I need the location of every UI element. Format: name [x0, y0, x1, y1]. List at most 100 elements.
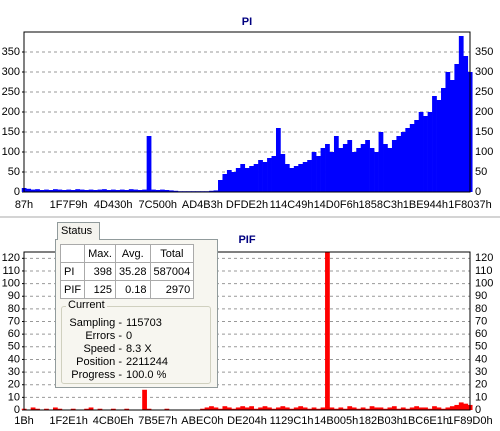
bar — [44, 189, 49, 192]
current-label: Sampling - — [69, 317, 122, 329]
current-row: Position - 2211244 — [62, 356, 210, 370]
bar — [329, 152, 335, 192]
bar — [396, 408, 402, 410]
y-tick-label: 100 — [2, 146, 20, 158]
bar — [249, 166, 254, 192]
bar — [137, 190, 143, 192]
bar — [222, 174, 228, 192]
current-value: 2211244 — [126, 356, 169, 368]
bar — [164, 190, 170, 192]
bar — [142, 189, 147, 192]
bar — [151, 189, 156, 192]
group-title: Current — [66, 299, 107, 311]
y-tick-label-right: 90 — [475, 290, 487, 302]
bar — [307, 408, 312, 410]
bar — [427, 112, 433, 192]
current-value: 8.3 X — [126, 343, 152, 355]
bar — [200, 408, 205, 410]
y-tick-label-right: 0 — [475, 186, 481, 198]
bar — [378, 132, 384, 192]
x-tick-label: 14D0F6h — [314, 199, 359, 211]
bar — [374, 152, 379, 192]
y-tick-label: 150 — [2, 126, 20, 138]
x-tick-label: 182B03h — [359, 415, 403, 427]
bar — [405, 408, 411, 410]
y-tick-label-right: 120 — [475, 252, 493, 264]
bar — [391, 140, 397, 192]
header-row: Max. Avg. Total — [59, 244, 195, 263]
bar — [449, 406, 455, 410]
bar — [267, 407, 272, 410]
bar — [128, 189, 134, 192]
bar — [432, 96, 437, 192]
x-tick-label: 114C49h — [270, 199, 314, 211]
x-tick-label: 4D430h — [94, 199, 133, 211]
bar — [338, 407, 344, 410]
bar — [209, 190, 214, 192]
bar — [84, 408, 89, 410]
x-tick-label: 1F89D0h — [447, 415, 492, 427]
y-tick-label-right: 50 — [475, 166, 487, 178]
x-tick-label: 7C500h — [139, 199, 178, 211]
bar — [298, 164, 304, 192]
y-tick-label-right: 200 — [475, 106, 493, 118]
bar — [61, 190, 67, 192]
bar — [231, 408, 237, 410]
y-tick-label-right: 70 — [475, 315, 487, 327]
bar — [30, 407, 36, 410]
bar — [458, 36, 464, 192]
y-tick-label: 110 — [2, 265, 20, 277]
bar — [445, 407, 451, 410]
bar — [52, 189, 58, 192]
bar — [102, 189, 107, 192]
bar — [351, 152, 357, 192]
y-tick-label-right: 40 — [475, 353, 487, 365]
bar — [48, 190, 54, 192]
x-tick-label: 1BC6E1h — [402, 415, 449, 427]
bar — [284, 407, 290, 410]
bar — [79, 189, 85, 192]
bar — [311, 152, 317, 192]
y-tick-label-right: 350 — [475, 46, 493, 58]
bar — [383, 408, 388, 410]
current-value: 0 — [126, 330, 133, 342]
bar — [369, 148, 375, 192]
stats-cell: 587004 — [149, 262, 195, 281]
bar — [119, 189, 125, 192]
x-tick-label: ABEC0h — [181, 415, 223, 427]
bar — [436, 100, 442, 192]
y-tick-label: 20 — [8, 379, 20, 391]
stats-table: Max. Avg. Total PI 398 35.28 587004 PIF 125 0.18 2… — [59, 244, 195, 299]
bar — [35, 189, 40, 192]
bar — [302, 407, 308, 410]
bar — [458, 402, 464, 410]
bar — [320, 407, 326, 410]
x-tick-label: 1F8037h — [448, 199, 491, 211]
bar — [218, 408, 223, 410]
bar — [418, 112, 424, 192]
bar — [333, 408, 339, 410]
y-tick-label: 0 — [14, 186, 20, 198]
bar — [52, 407, 58, 410]
bar — [271, 156, 277, 192]
stats-cell: 125 — [84, 280, 116, 299]
bar — [325, 252, 330, 410]
current-label: Progress - — [71, 369, 122, 381]
bar — [209, 406, 214, 410]
bar — [106, 190, 112, 192]
x-tick-label: AD4B3h — [182, 199, 223, 211]
y-tick-label-right: 300 — [475, 66, 493, 78]
bar — [262, 162, 268, 192]
bar — [449, 80, 455, 192]
bar — [44, 408, 49, 410]
bar — [70, 190, 76, 192]
current-value: 115703 — [126, 317, 162, 329]
stats-cell: 35.28 — [114, 262, 151, 281]
bar — [235, 168, 241, 192]
y-tick-label-right: 60 — [475, 328, 487, 340]
bar — [369, 406, 375, 410]
bar — [427, 408, 433, 410]
status-tab[interactable]: Status — [57, 222, 100, 240]
bar — [432, 406, 437, 410]
bar — [378, 407, 384, 410]
